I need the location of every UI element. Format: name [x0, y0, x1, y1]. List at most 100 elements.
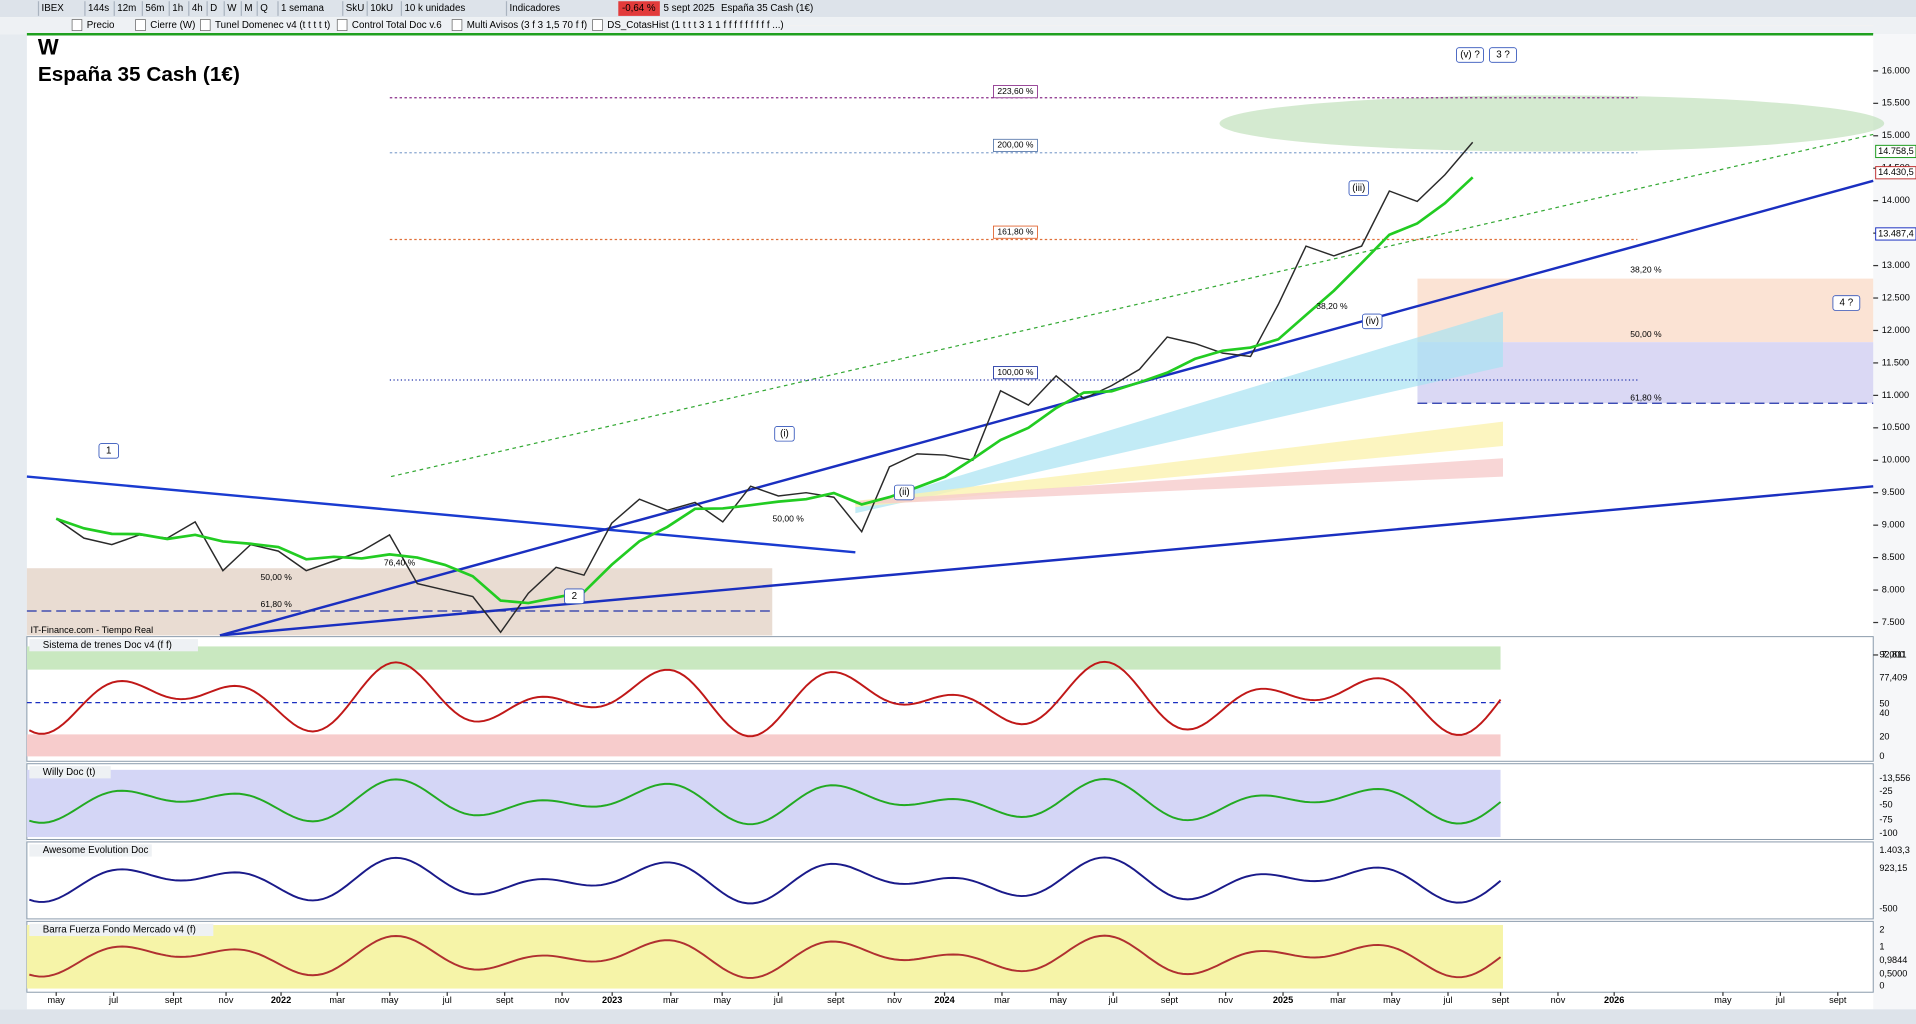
toolbar-item[interactable]: IBEX	[42, 3, 65, 14]
x-tick-label: 2022	[271, 995, 291, 1005]
panel-axis-label: -75	[1879, 814, 1892, 824]
x-tick-label: jul	[773, 995, 783, 1005]
fib-label: 223,60 %	[997, 86, 1034, 96]
panel-title: Willy Doc (t)	[43, 767, 96, 778]
indicator-name[interactable]: Precio	[87, 20, 115, 31]
x-tick-label: jul	[1442, 995, 1452, 1005]
toolbar-button	[366, 1, 368, 16]
toolbar-item[interactable]: 4h	[192, 3, 203, 14]
toolbar-button	[84, 1, 86, 16]
wave-label: 2	[572, 591, 577, 602]
x-tick-label: sept	[1161, 995, 1179, 1005]
change-badge	[618, 1, 660, 16]
toolbar-item[interactable]: W	[227, 3, 237, 14]
panel-title: Barra Fuerza Fondo Mercado v4 (f)	[43, 924, 196, 935]
indicator-name[interactable]: Tunel Domenec v4 (t t t t t)	[215, 20, 330, 31]
indicator-tab[interactable]	[135, 19, 146, 31]
x-tick-label: may	[1050, 995, 1068, 1005]
indicator-name[interactable]: Control Total Doc v.6	[352, 20, 442, 31]
cloud	[855, 421, 1503, 508]
band	[26, 925, 1503, 989]
panel-axis-label: 40	[1879, 708, 1889, 718]
indicator-tab[interactable]	[451, 19, 463, 31]
toolbar-item: 5 sept 2025	[664, 3, 716, 14]
toolbar-item[interactable]: 144s	[88, 3, 109, 14]
panel-axis-label: 1.403,3	[1879, 845, 1910, 855]
wave-label: (i)	[780, 428, 789, 439]
wave-box	[1362, 313, 1383, 330]
toolbar-item[interactable]: 56m	[145, 3, 164, 14]
indicator-tab[interactable]	[71, 19, 83, 31]
x-tick-label: sept	[827, 995, 845, 1005]
panel-title-bg	[29, 766, 111, 779]
indicator-tab[interactable]	[336, 19, 348, 31]
price-tag	[1875, 144, 1916, 159]
toolbar-button	[277, 1, 279, 16]
toolbar-item[interactable]: M	[244, 3, 252, 14]
toolbar-button	[113, 1, 115, 16]
panel-axis-label: 20	[1879, 731, 1889, 741]
x-tick-label: may	[714, 995, 732, 1005]
toolbar-button	[505, 1, 508, 16]
fib-label: 50,00 %	[1630, 329, 1662, 339]
toolbar-button	[141, 1, 143, 16]
panel-axis-label: -13,556	[1879, 773, 1910, 783]
toolbar-button	[342, 1, 344, 16]
toolbar	[0, 0, 1916, 18]
panel-axis-label: 0,9844	[1879, 955, 1907, 965]
wave-box	[564, 588, 585, 605]
panel-frame	[26, 636, 1874, 762]
fib-zone	[26, 568, 773, 636]
indicator-tab[interactable]	[592, 19, 603, 31]
toolbar-item: España 35 Cash (1€)	[721, 3, 813, 14]
panel-title-bg	[29, 844, 152, 857]
panel-axis-label: 2	[1879, 924, 1884, 934]
toolbar-item[interactable]: 1 semana	[281, 3, 324, 14]
y-tick-label: 11.500	[1882, 357, 1909, 367]
wave-label: 3 ?	[1496, 50, 1510, 61]
x-tick-label: mar	[994, 995, 1010, 1005]
wave-box	[1489, 47, 1517, 63]
tool-strip	[0, 34, 27, 1010]
x-tick-label: may	[1714, 995, 1732, 1005]
status-bar	[0, 1009, 1916, 1024]
x-tick-label: nov	[555, 995, 570, 1005]
toolbar-item[interactable]: Indicadores	[510, 3, 561, 14]
fib-label: 61,80 %	[1630, 393, 1662, 403]
toolbar-item[interactable]: Q	[260, 3, 268, 14]
y-tick-label: 10.500	[1882, 422, 1910, 432]
wave-label: (ii)	[899, 487, 910, 498]
fib-box	[993, 225, 1038, 239]
indicator-tab[interactable]	[200, 19, 211, 31]
panel-axis-label: 77,409	[1879, 673, 1907, 683]
panel-axis-label: 923,15	[1879, 863, 1907, 873]
toolbar-button	[206, 1, 208, 16]
x-tick-label: mar	[329, 995, 345, 1005]
toolbar-item[interactable]: 12m	[117, 3, 136, 14]
x-tick-label: 2025	[1273, 995, 1293, 1005]
wave-label: (iv)	[1365, 316, 1379, 327]
toolbar-item[interactable]: 10kU	[370, 3, 393, 14]
band	[26, 646, 1501, 670]
panel-title: Awesome Evolution Doc	[43, 845, 149, 856]
wave-box	[1832, 295, 1861, 311]
target-ellipse	[1219, 95, 1885, 152]
x-tick-label: nov	[219, 995, 234, 1005]
toolbar-item[interactable]: 10 k unidades	[404, 3, 465, 14]
indicator-name[interactable]: Multi Avisos (3 f 3 1,5 70 f f)	[467, 20, 587, 31]
y-tick-label: 9.500	[1882, 487, 1905, 497]
y-tick-label: 12.500	[1882, 292, 1910, 302]
toolbar-item[interactable]: 1h	[172, 3, 183, 14]
indicator-name[interactable]: Cierre (W)	[150, 20, 195, 31]
fib-label: 200,00 %	[997, 140, 1034, 150]
toolbar-item[interactable]: D	[210, 3, 217, 14]
panel-axis-label: 50	[1879, 698, 1889, 708]
indicator-name[interactable]: DS_CotasHist (1 t t t 3 1 1 f f f f f f …	[607, 20, 783, 31]
toolbar-item[interactable]: SkU	[346, 3, 364, 14]
x-tick-label: jul	[1108, 995, 1118, 1005]
fib-box	[993, 138, 1038, 152]
panel-title-bg	[29, 923, 214, 937]
x-tick-label: sept	[496, 995, 514, 1005]
x-tick-label: jul	[108, 995, 118, 1005]
